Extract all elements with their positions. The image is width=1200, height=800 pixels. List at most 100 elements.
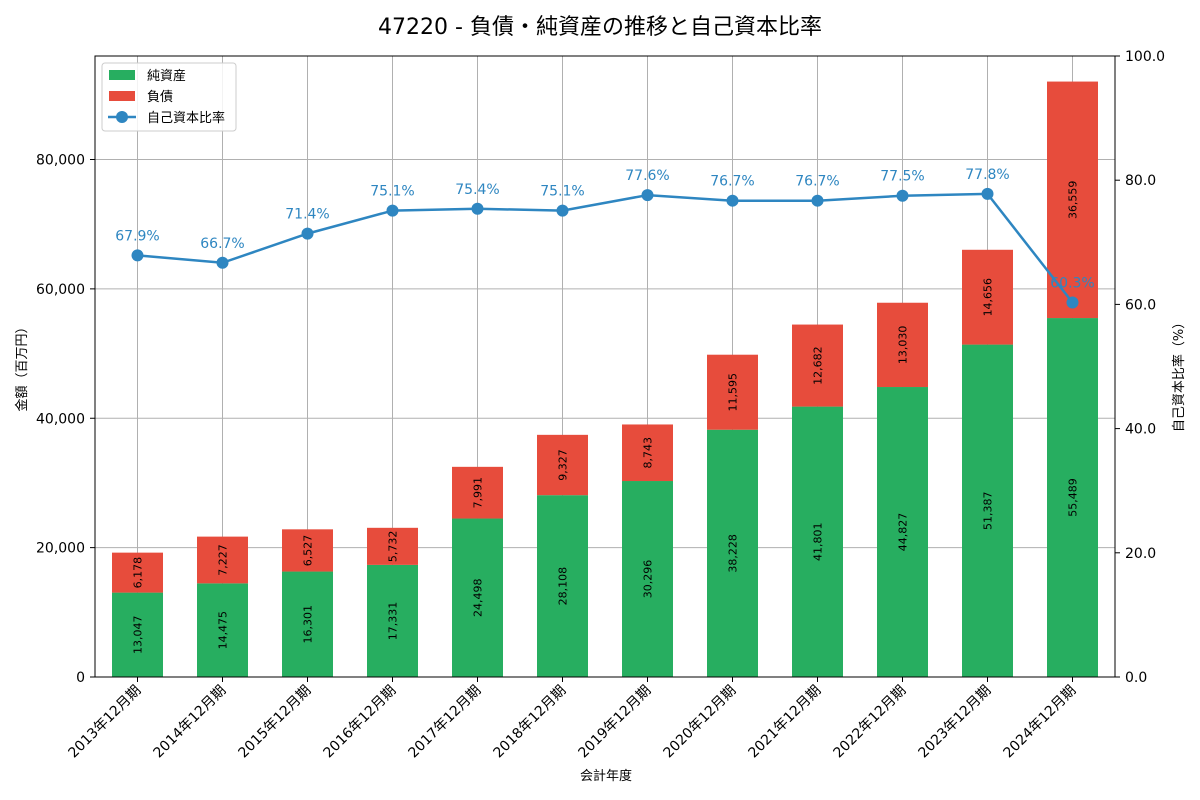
legend-swatch-liability (109, 91, 135, 101)
y2-tick-label: 20.0 (1125, 546, 1156, 562)
equity-bar (197, 583, 248, 677)
liability-bar (282, 529, 333, 572)
liability-bar (537, 434, 588, 496)
legend-swatch-ratio-marker (116, 111, 128, 123)
equity-value-label: 51,387 (982, 492, 995, 531)
equity-value-label: 30,296 (642, 560, 655, 599)
equity-value-label: 41,801 (812, 523, 825, 562)
legend-label-ratio: 自己資本比率 (147, 110, 225, 126)
legend-swatch-equity (109, 70, 135, 80)
liability-bar (962, 249, 1013, 345)
ratio-value-label: 75.4% (455, 182, 499, 198)
x-tick-label: 2017年12月期 (406, 683, 485, 762)
liability-bar (367, 527, 418, 565)
plot-frame (94, 55, 1116, 678)
y2-axis-label: 自己資本比率（%） (1171, 316, 1187, 432)
equity-bar (452, 518, 503, 677)
y2-tick-label: 40.0 (1125, 422, 1156, 438)
liability-value-label: 6,178 (132, 557, 145, 589)
liability-value-label: 12,682 (812, 346, 825, 385)
y-tick-label: 0 (76, 670, 85, 686)
equity-value-label: 24,498 (472, 579, 485, 618)
ratio-point (471, 202, 484, 215)
liability-value-label: 8,743 (642, 437, 655, 469)
legend-label-equity: 純資産 (147, 68, 186, 84)
legend-box (101, 62, 237, 132)
ratio-point (1066, 296, 1079, 309)
equity-bar (792, 406, 843, 677)
y2-tick-label: 100.0 (1125, 49, 1165, 65)
ratio-point (216, 256, 229, 269)
ratio-value-label: 66.7% (200, 236, 244, 252)
y-tick-label: 40,000 (36, 411, 85, 427)
liability-value-label: 9,327 (557, 449, 570, 481)
y-axis-label: 金額（百万円） (14, 320, 30, 411)
liability-value-label: 7,227 (217, 544, 230, 576)
liability-value-label: 6,527 (302, 535, 315, 567)
equity-bar (1047, 318, 1098, 677)
ratio-value-label: 71.4% (285, 207, 329, 223)
equity-value-label: 55,489 (1067, 478, 1080, 517)
liability-bar (707, 354, 758, 430)
liability-value-label: 11,595 (727, 373, 740, 412)
equity-bar (112, 592, 163, 677)
liability-bar (197, 536, 248, 584)
x-tick-label: 2015年12月期 (236, 683, 315, 762)
equity-value-label: 13,047 (132, 616, 145, 655)
liability-value-label: 7,991 (472, 477, 485, 509)
x-tick-label: 2023年12月期 (916, 683, 995, 762)
liability-bar (1047, 81, 1098, 319)
x-tick-label: 2019年12月期 (576, 683, 655, 762)
liability-value-label: 13,030 (897, 326, 910, 365)
equity-value-label: 16,301 (302, 605, 315, 644)
equity-value-label: 17,331 (387, 602, 400, 641)
ratio-value-label: 77.5% (880, 169, 924, 185)
x-tick-label: 2024年12月期 (1001, 683, 1080, 762)
y2-tick-label: 80.0 (1125, 173, 1156, 189)
x-tick-label: 2014年12月期 (151, 683, 230, 762)
y-tick-label: 60,000 (36, 282, 85, 298)
y2-tick-label: 60.0 (1125, 297, 1156, 313)
ratio-point (896, 189, 909, 202)
y-tick-label: 80,000 (36, 153, 85, 169)
y2-tick-label: 0.0 (1125, 670, 1147, 686)
ratio-value-label: 77.8% (965, 167, 1009, 183)
y-tick-label: 20,000 (36, 541, 85, 557)
liability-value-label: 5,732 (387, 531, 400, 563)
ratio-value-label: 60.3% (1050, 276, 1094, 292)
x-tick-label: 2020年12月期 (661, 683, 740, 762)
x-tick-label: 2013年12月期 (66, 683, 145, 762)
liability-value-label: 14,656 (982, 278, 995, 317)
x-tick-label: 2016年12月期 (321, 683, 400, 762)
liability-bar (112, 552, 163, 593)
liability-bar (622, 424, 673, 482)
equity-bar (367, 564, 418, 677)
ratio-point (301, 227, 314, 240)
ratio-value-label: 67.9% (115, 228, 159, 244)
equity-value-label: 28,108 (557, 567, 570, 606)
equity-bar (877, 387, 928, 677)
ratio-value-label: 76.7% (795, 174, 839, 190)
equity-bar (707, 429, 758, 677)
liability-value-label: 36,559 (1067, 181, 1080, 220)
liability-bar (452, 466, 503, 519)
ratio-line (137, 192, 1074, 304)
equity-value-label: 44,827 (897, 513, 910, 552)
equity-value-label: 14,475 (217, 611, 230, 650)
ratio-value-label: 76.7% (710, 174, 754, 190)
x-tick-label: 2022年12月期 (831, 683, 910, 762)
ratio-point (981, 187, 994, 200)
x-axis-label: 会計年度 (580, 768, 632, 784)
ratio-value-label: 75.1% (370, 184, 414, 200)
ratio-point (726, 194, 739, 207)
equity-bar (622, 481, 673, 677)
bar-series: 13,047 6,178 14,475 7,227 16,301 6,527 17,331 5… (112, 81, 1098, 677)
liability-bar (792, 324, 843, 407)
equity-bar (962, 344, 1013, 677)
equity-value-label: 38,228 (727, 534, 740, 573)
liability-bar (877, 302, 928, 388)
equity-bar (282, 571, 333, 677)
legend-label-liability: 負債 (147, 90, 173, 105)
